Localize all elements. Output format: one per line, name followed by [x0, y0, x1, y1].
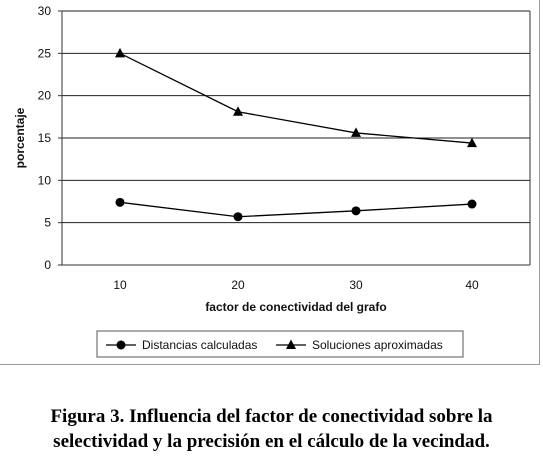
legend: Distancias calculadas Soluciones aproxima… — [96, 330, 464, 358]
y-tick-label: 20 — [38, 89, 52, 103]
line-chart: 0 5 10 15 20 25 30 10 20 30 40 factor de conectiv… — [13, 4, 531, 358]
figure-caption: Figura 3. Influencia del factor de conec… — [0, 404, 543, 454]
data-point-triangle — [233, 106, 243, 116]
legend-item: Distancias calculadas — [106, 338, 257, 352]
data-point-circle — [467, 199, 477, 209]
y-tick-label: 10 — [38, 173, 52, 187]
legend-label: Soluciones aproximadas — [312, 338, 443, 352]
y-tick-label: 25 — [38, 46, 52, 60]
caption-line-2: selectividad y la precisión en el cálcul… — [53, 431, 490, 452]
y-tick-label: 5 — [44, 216, 51, 230]
series-1 — [115, 197, 477, 222]
caption-line-1: Figura 3. Influencia del factor de conec… — [50, 406, 493, 427]
chart-frame — [0, 0, 540, 365]
legend-item: Soluciones aproximadas — [276, 338, 443, 352]
series-2 — [115, 47, 477, 148]
legend-label: Distancias calculadas — [142, 338, 257, 352]
x-tick-label: 10 — [113, 278, 127, 292]
y-axis-title: porcentaje — [13, 107, 27, 168]
data-point-triangle — [115, 47, 125, 58]
data-point-circle — [115, 197, 125, 207]
x-tick-label: 20 — [231, 278, 245, 292]
y-tick-label: 30 — [38, 4, 52, 18]
x-tick-labels: 10 20 30 40 — [113, 278, 479, 292]
data-point-triangle — [467, 137, 477, 148]
x-tick-label: 30 — [349, 278, 363, 292]
legend-box — [96, 330, 464, 358]
y-tick-label: 15 — [38, 131, 52, 145]
y-tick-labels: 0 5 10 15 20 25 30 — [38, 4, 62, 272]
y-tick-label: 0 — [44, 258, 51, 272]
data-point-circle — [233, 212, 243, 222]
series-layer — [115, 47, 477, 222]
data-point-circle — [116, 340, 126, 350]
x-axis-title: factor de conectividad del grafo — [205, 300, 386, 314]
data-point-triangle — [286, 339, 296, 349]
series-line — [119, 201, 473, 218]
x-tick-label: 40 — [465, 278, 479, 292]
gridlines — [62, 10, 530, 224]
series-line — [119, 52, 473, 144]
data-point-circle — [351, 206, 361, 216]
data-point-triangle — [351, 127, 361, 137]
